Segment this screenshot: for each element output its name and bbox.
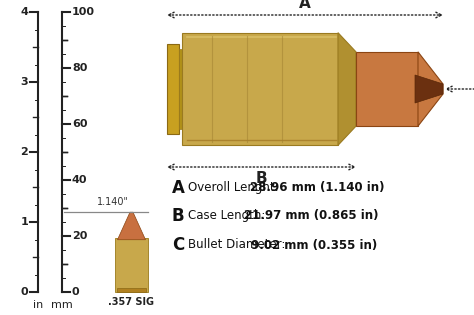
Text: Overoll Lenght:: Overoll Lenght: bbox=[188, 181, 279, 194]
Polygon shape bbox=[418, 52, 443, 126]
FancyBboxPatch shape bbox=[167, 44, 179, 134]
FancyBboxPatch shape bbox=[115, 238, 148, 292]
Text: 2: 2 bbox=[20, 147, 28, 157]
Polygon shape bbox=[415, 75, 443, 103]
FancyBboxPatch shape bbox=[179, 49, 184, 129]
Text: 4: 4 bbox=[20, 7, 28, 17]
Text: mm: mm bbox=[51, 300, 73, 310]
FancyBboxPatch shape bbox=[182, 33, 338, 145]
Text: 100: 100 bbox=[72, 7, 95, 17]
Text: 60: 60 bbox=[72, 119, 88, 129]
FancyBboxPatch shape bbox=[356, 52, 418, 126]
Text: 20: 20 bbox=[72, 231, 87, 241]
Text: 0: 0 bbox=[72, 287, 80, 297]
Text: 21.97 mm (0.865 in): 21.97 mm (0.865 in) bbox=[244, 209, 379, 222]
Text: Case Length:: Case Length: bbox=[188, 209, 269, 222]
Text: B: B bbox=[172, 207, 185, 225]
Text: 1.140": 1.140" bbox=[97, 197, 129, 207]
Text: 28.96 mm (1.140 in): 28.96 mm (1.140 in) bbox=[250, 181, 384, 194]
Text: 1: 1 bbox=[20, 217, 28, 227]
Text: 9.02 mm (0.355 in): 9.02 mm (0.355 in) bbox=[251, 238, 377, 251]
Text: B: B bbox=[255, 171, 267, 186]
Text: A: A bbox=[172, 179, 185, 197]
Text: 0: 0 bbox=[20, 287, 28, 297]
Text: A: A bbox=[299, 0, 311, 11]
Text: Bullet Diameter:: Bullet Diameter: bbox=[188, 238, 289, 251]
Text: in: in bbox=[33, 300, 43, 310]
Polygon shape bbox=[338, 33, 356, 145]
Text: C: C bbox=[172, 236, 184, 254]
FancyBboxPatch shape bbox=[117, 288, 146, 292]
Polygon shape bbox=[118, 212, 146, 240]
Text: 3: 3 bbox=[20, 77, 28, 87]
Text: 40: 40 bbox=[72, 175, 88, 185]
Text: 80: 80 bbox=[72, 63, 87, 73]
Text: .357 SIG: .357 SIG bbox=[109, 297, 155, 307]
